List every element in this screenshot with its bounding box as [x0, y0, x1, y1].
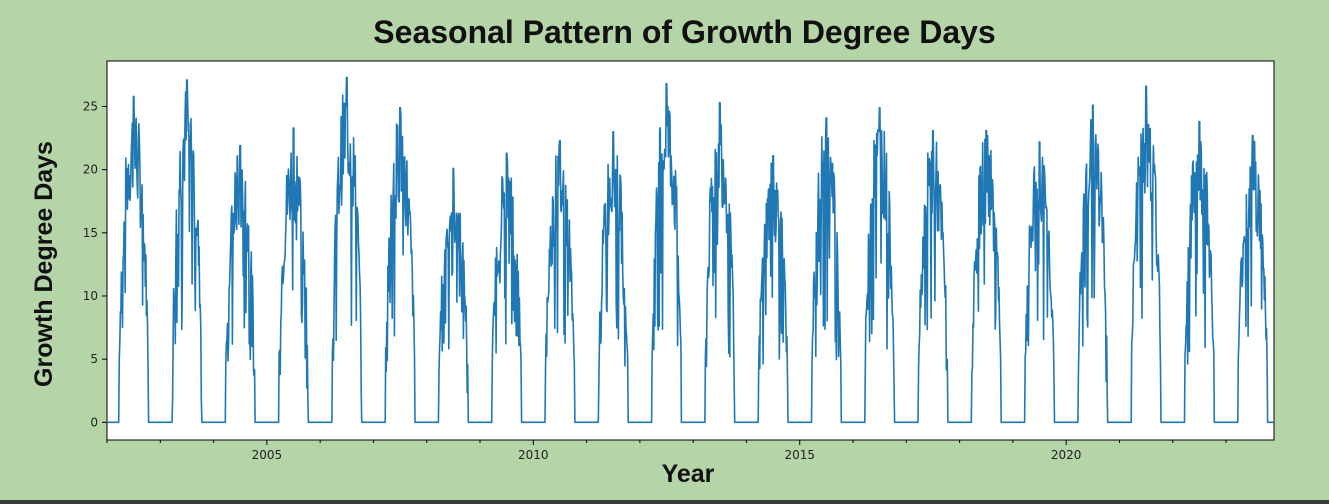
- series-line: [107, 76, 1274, 424]
- y-tick-label: 25: [83, 99, 98, 113]
- x-tick-label: 2020: [1051, 448, 1082, 462]
- x-tick-label: 2010: [518, 448, 549, 462]
- chart-title: Seasonal Pattern of Growth Degree Days: [373, 14, 996, 50]
- y-tick-label: 0: [90, 415, 98, 429]
- y-tick-label: 10: [83, 289, 98, 303]
- y-tick-label: 15: [83, 226, 98, 240]
- y-tick-label: 5: [90, 352, 98, 366]
- x-tick-label: 2015: [784, 448, 815, 462]
- y-tick-label: 20: [83, 163, 98, 177]
- x-tick-label: 2005: [252, 448, 283, 462]
- bottom-border: [0, 500, 1329, 504]
- series-group: [107, 76, 1274, 424]
- y-axis-title: Growth Degree Days: [30, 141, 58, 387]
- x-axis-title: Year: [662, 460, 715, 488]
- plot-area: [106, 60, 1275, 441]
- x-axis: 2005 2010 2015 2020: [106, 440, 1227, 462]
- y-axis: 0 5 10 15 20 25: [83, 99, 107, 429]
